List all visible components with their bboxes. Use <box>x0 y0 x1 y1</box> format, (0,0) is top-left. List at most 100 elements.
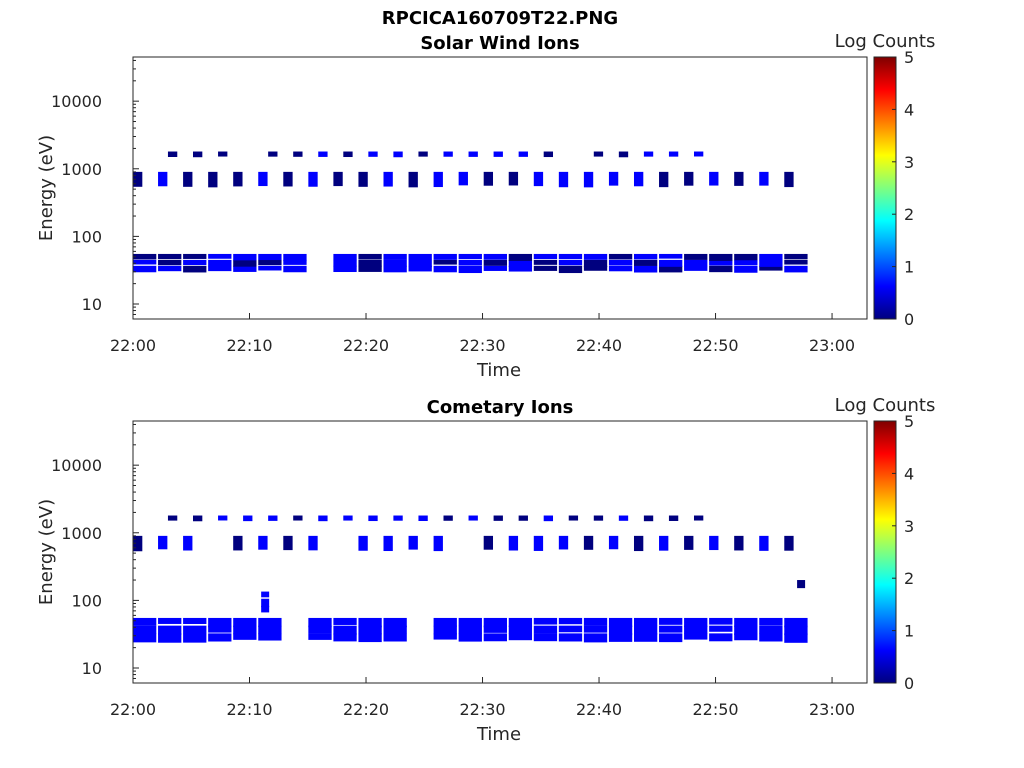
spectrogram-cell <box>684 633 708 640</box>
spectrogram-cell <box>283 259 307 265</box>
spectrogram-cell <box>233 535 243 551</box>
spectrogram-cell <box>183 617 207 624</box>
spectrogram-cell <box>233 171 243 187</box>
spectrogram-cell <box>508 171 519 186</box>
x-tick-label: 22:20 <box>343 336 389 355</box>
spectrogram-cell <box>483 171 494 186</box>
spectrogram-cell <box>558 253 583 260</box>
spectrogram-cell <box>408 265 432 272</box>
spectrogram-cell <box>258 625 282 635</box>
spectrogram-cell <box>684 171 694 186</box>
spectrogram-cell <box>558 633 583 642</box>
spectrogram-cell <box>333 265 357 273</box>
spectrogram-cell <box>193 515 203 522</box>
x-axis-2-label: Time <box>476 724 521 745</box>
spectrogram-cell <box>659 171 669 188</box>
spectrogram-cell <box>383 171 393 187</box>
spectrogram-cell <box>684 617 708 628</box>
spectrogram-cell <box>483 633 507 642</box>
x-tick-label: 22:10 <box>226 336 272 355</box>
spectrogram-cell <box>133 259 157 265</box>
colorbar-tick-label: 1 <box>904 622 914 641</box>
spectrogram-cell <box>458 265 482 274</box>
spectrogram-cell <box>508 633 533 641</box>
spectrogram-cell <box>383 617 407 628</box>
panel-solar-wind: Solar Wind Ions Log Counts 1010010001000… <box>36 31 935 381</box>
spectrogram-cell <box>709 535 719 551</box>
spectrogram-cell <box>797 580 806 589</box>
spectrogram-cell <box>233 265 257 272</box>
spectrogram-cell <box>333 253 357 261</box>
spectrogram-cell <box>333 259 357 267</box>
spectrogram-cell <box>293 515 303 521</box>
spectrogram-cell <box>358 171 368 187</box>
spectrogram-cell <box>508 625 533 634</box>
spectrogram-cell <box>659 253 683 259</box>
spectrogram-cell <box>483 265 507 271</box>
spectrogram-cell <box>684 265 708 271</box>
spectrogram-cell <box>458 171 468 186</box>
spectrogram-cell <box>233 625 257 635</box>
spectrogram-cell <box>208 625 232 633</box>
x-tick-label: 23:00 <box>809 336 855 355</box>
spectrogram-cell <box>759 625 783 634</box>
spectrogram-cell <box>383 265 407 273</box>
x-tick-label: 23:00 <box>809 700 855 719</box>
spectrogram-cell <box>133 171 143 187</box>
colorbar-tick-label: 5 <box>904 412 914 431</box>
spectrogram-cell <box>759 633 783 642</box>
spectrogram-cell <box>508 265 533 272</box>
spectrogram-cell <box>358 617 382 628</box>
spectrogram-cell <box>183 625 207 634</box>
spectrogram-cell <box>408 259 432 268</box>
spectrogram-2 <box>133 515 808 643</box>
spectrogram-cell <box>684 535 694 550</box>
spectrogram-cell <box>308 171 318 187</box>
spectrogram-cell <box>583 171 594 188</box>
spectrogram-cell <box>208 259 232 267</box>
spectrogram-cell <box>183 633 207 643</box>
x-tick-label: 22:00 <box>110 700 156 719</box>
spectrogram-cell <box>633 265 658 273</box>
panel-1-title: Solar Wind Ions <box>420 33 579 54</box>
spectrogram-cell <box>643 151 654 157</box>
spectrogram-cell <box>483 259 507 266</box>
spectrogram-cell <box>468 515 478 521</box>
spectrogram-cell <box>583 535 594 550</box>
x-tick-label: 22:20 <box>343 700 389 719</box>
spectrogram-cell <box>433 259 457 265</box>
colorbar-1-label: Log Counts <box>835 31 936 52</box>
colorbar-gradient <box>873 56 897 320</box>
spectrogram-cell <box>608 171 619 186</box>
spectrogram-cell <box>668 515 679 521</box>
spectrogram-cell <box>383 253 407 260</box>
spectrogram-cell <box>493 151 503 157</box>
x-tick-label: 22:30 <box>459 700 505 719</box>
spectrogram-cell <box>659 535 669 551</box>
spectrogram-cell <box>443 515 453 521</box>
spectrogram-cell <box>218 515 228 521</box>
spectrogram-cell <box>183 171 193 187</box>
y-tick-label: 100 <box>71 227 102 246</box>
spectrogram-cell <box>659 617 683 625</box>
spectrogram-cell <box>633 171 644 187</box>
x-tick-label: 22:50 <box>692 700 738 719</box>
spectrogram-cell <box>433 265 457 273</box>
y-axis-2: 10 100 1000 10000 <box>51 423 139 684</box>
spectrogram-cell <box>608 633 633 642</box>
spectrogram-cell <box>668 151 679 157</box>
spectrogram-cell <box>784 171 794 188</box>
spectrogram-cell <box>784 535 794 551</box>
spectrogram-cell <box>483 535 494 550</box>
spectrogram-cell <box>608 265 633 272</box>
spectrogram-cell <box>383 633 407 642</box>
spectrogram-cell <box>383 259 407 267</box>
spectrogram-cell <box>543 515 554 522</box>
spectrogram-cell <box>433 171 443 188</box>
x-axis-1: 22:00 22:10 22:20 22:30 22:40 22:50 23:00 <box>110 313 855 355</box>
spectrogram-cell <box>167 151 178 157</box>
spectrogram-cell <box>408 253 432 261</box>
y-tick-label: 100 <box>71 591 102 610</box>
spectrogram-cell <box>433 625 457 635</box>
spectrogram-cell <box>533 617 558 625</box>
